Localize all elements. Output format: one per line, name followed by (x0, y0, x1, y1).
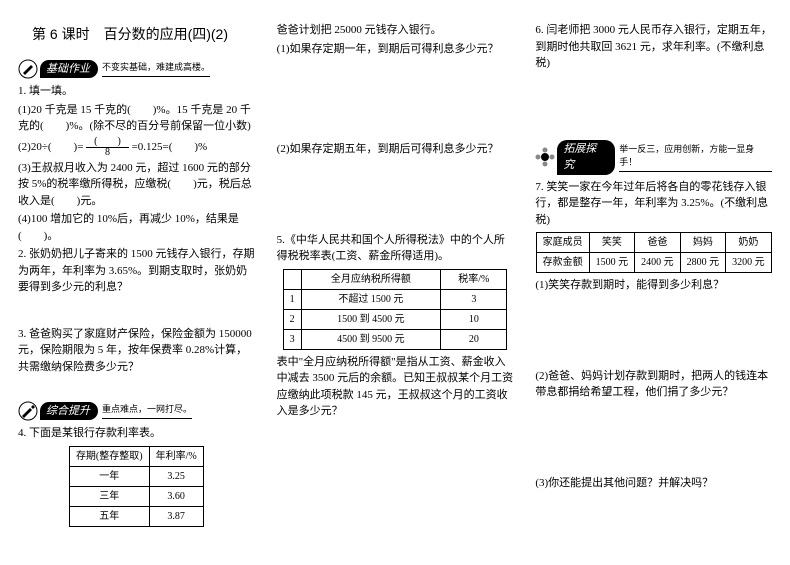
q2: 2. 张奶奶把儿子寄来的 1500 元钱存入银行，存期为两年，年利率为 3.65… (18, 246, 255, 296)
q1-1: (1)20 千克是 15 千克的( )%。15 千克是 20 千克的( )%。(… (18, 102, 255, 135)
q7-1: (1)笑笑存款到期时，能得到多少利息？ (535, 277, 772, 294)
tax-r1c0: 2 (283, 309, 301, 329)
q4: 4. 下面是某银行存款利率表。 (18, 425, 255, 442)
fam-h1: 笑笑 (589, 233, 635, 253)
tax-r2c2: 20 (441, 329, 507, 349)
section-basic: 基础作业 不变实基础，难建成高楼。 (18, 59, 255, 79)
tax-r0c1: 不超过 1500 元 (301, 289, 441, 309)
tax-r2c1: 4500 到 9500 元 (301, 329, 441, 349)
q7-3: (3)你还能提出其他问题？并解决吗？ (535, 475, 772, 492)
fam-r0c1: 1500 元 (589, 253, 635, 273)
section-comp: 综合提升 重点难点，一网打尽。 (18, 401, 255, 421)
q1-2: (2)20÷( )= ( ) 8 =0.125=( )% (18, 137, 255, 158)
pen-icon (18, 401, 38, 421)
q7: 7. 笑笑一家在今年过年后将各自的零花钱存入银行，都是整存一年，年利率为 3.2… (535, 179, 772, 229)
rate-th-1: 年利率/% (149, 446, 203, 466)
fam-r0c0: 存款金额 (536, 253, 589, 273)
q1-4: (4)100 增加它的 10%后，再减少 10%，结果是( )。 (18, 211, 255, 244)
rate-r1c1: 3.60 (149, 486, 203, 506)
rate-r2c1: 3.87 (149, 506, 203, 526)
fam-r0c4: 3200 元 (726, 253, 772, 273)
fam-r0c3: 2800 元 (680, 253, 726, 273)
section-comp-label: 综合提升 (40, 402, 98, 421)
tax-r0c0: 1 (283, 289, 301, 309)
frac-den: 8 (97, 148, 118, 158)
fam-r0c2: 2400 元 (635, 253, 681, 273)
tax-r0c2: 3 (441, 289, 507, 309)
tax-table: 全月应纳税所得额 税率/% 1不超过 1500 元3 21500 到 4500 … (283, 269, 508, 350)
tax-r2c0: 3 (283, 329, 301, 349)
section-basic-sub: 不变实基础，难建成高楼。 (102, 61, 210, 77)
c2-qa: (1)如果存定期一年，到期后可得利息多少元？ (277, 41, 514, 58)
tax-th-0 (283, 269, 301, 289)
q5-text: 表中"全月应纳税所得额"是指从工资、薪金收入中减去 3500 元后的余额。已知王… (277, 354, 514, 420)
q6: 6. 闫老师把 3000 元人民币存入银行，定期五年，到期时他共取回 3621 … (535, 22, 772, 72)
q5: 5.《中华人民共和国个人所得税法》中的个人所得税税率表(工资、薪金所得适用)。 (277, 232, 514, 265)
rate-r2c0: 五年 (69, 506, 149, 526)
frac-num: ( ) (86, 137, 129, 148)
rate-table: 存期(整存整取) 年利率/% 一年3.25 三年3.60 五年3.87 (69, 446, 204, 527)
q1-2b: =0.125=( )% (132, 141, 208, 153)
tax-th-1: 全月应纳税所得额 (301, 269, 441, 289)
rate-th-0: 存期(整存整取) (69, 446, 149, 466)
c2-intro: 爸爸计划把 25000 元钱存入银行。 (277, 22, 514, 39)
q1-2a: (2)20÷( )= (18, 141, 83, 153)
fam-h2: 爸爸 (635, 233, 681, 253)
fam-h4: 奶奶 (726, 233, 772, 253)
section-comp-sub: 重点难点，一网打尽。 (102, 403, 192, 419)
tax-r1c2: 10 (441, 309, 507, 329)
fam-h0: 家庭成员 (536, 233, 589, 253)
rate-r0c0: 一年 (69, 466, 149, 486)
rate-r1c0: 三年 (69, 486, 149, 506)
q7-2: (2)爸爸、妈妈计划存款到期时，把两人的钱连本带息都捐给希望工程，他们捐了多少元… (535, 368, 772, 401)
pencil-icon (18, 59, 38, 79)
q1-3: (3)王叔叔月收入为 2400 元，超过 1600 元的部分按 5%的税率缴所得… (18, 160, 255, 210)
section-ext-sub: 举一反三，应用创新，方能一显身手！ (619, 143, 772, 172)
tax-r1c1: 1500 到 4500 元 (301, 309, 441, 329)
fam-h3: 妈妈 (680, 233, 726, 253)
c2-qb: (2)如果存定期五年，到期后可得利息多少元？ (277, 141, 514, 158)
page-title: 第 6 课时 百分数的应用(四)(2) (32, 24, 255, 45)
section-basic-label: 基础作业 (40, 60, 98, 79)
q1-head: 1. 填一填。 (18, 83, 255, 100)
q3: 3. 爸爸购买了家庭财产保险，保险金额为 150000 元，保险期限为 5 年，… (18, 326, 255, 376)
section-ext: 拓展探究 举一反三，应用创新，方能一显身手！ (535, 140, 772, 175)
flower-icon (535, 147, 555, 167)
fraction: ( ) 8 (86, 137, 129, 158)
family-table: 家庭成员 笑笑 爸爸 妈妈 奶奶 存款金额 1500 元 2400 元 2800… (536, 232, 772, 273)
tax-th-2: 税率/% (441, 269, 507, 289)
section-ext-label: 拓展探究 (557, 140, 615, 175)
rate-r0c1: 3.25 (149, 466, 203, 486)
